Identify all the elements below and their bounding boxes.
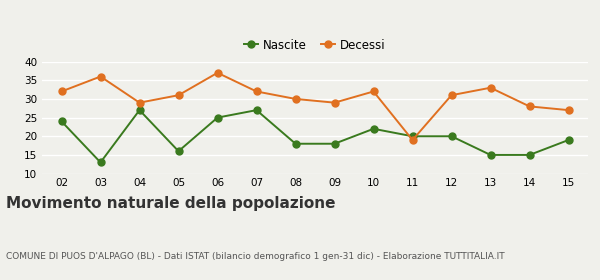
Text: COMUNE DI PUOS D'ALPAGO (BL) - Dati ISTAT (bilancio demografico 1 gen-31 dic) - : COMUNE DI PUOS D'ALPAGO (BL) - Dati ISTA… xyxy=(6,252,505,261)
Text: Movimento naturale della popolazione: Movimento naturale della popolazione xyxy=(6,196,335,211)
Legend: Nascite, Decessi: Nascite, Decessi xyxy=(239,34,391,56)
